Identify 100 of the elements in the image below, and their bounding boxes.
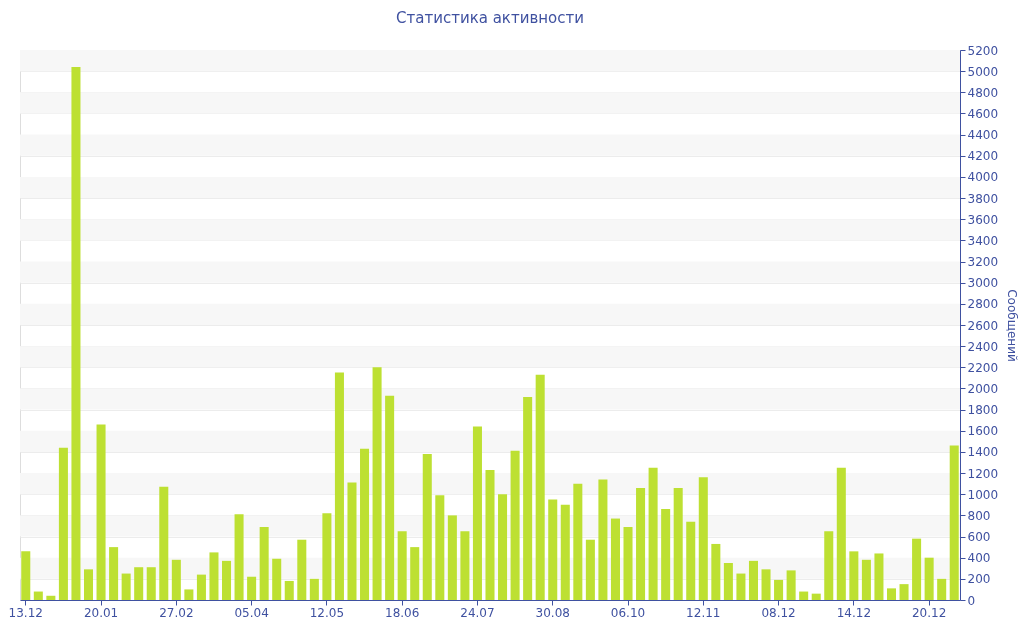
bar bbox=[171, 559, 181, 600]
bar bbox=[811, 593, 821, 600]
bar bbox=[573, 483, 583, 600]
bar bbox=[799, 591, 809, 600]
x-tick-label: 18.06 bbox=[384, 605, 420, 620]
bar bbox=[648, 467, 658, 600]
y-tick-label: 4000 bbox=[967, 170, 999, 185]
bar bbox=[347, 482, 357, 600]
bar bbox=[661, 509, 671, 600]
bar bbox=[886, 588, 897, 600]
bar bbox=[397, 531, 407, 600]
bar bbox=[33, 591, 43, 600]
bar bbox=[623, 527, 633, 600]
bar bbox=[472, 426, 482, 600]
x-tick-label: 05.04 bbox=[234, 605, 269, 620]
y-tick-label: 2400 bbox=[967, 339, 999, 354]
y-tick-label: 800 bbox=[967, 508, 991, 523]
y-tick-label: 4400 bbox=[967, 128, 999, 143]
y-tick-label: 3200 bbox=[967, 255, 999, 270]
bar bbox=[209, 552, 219, 600]
bar bbox=[924, 557, 934, 600]
bar bbox=[598, 479, 608, 600]
y-tick-label: 1400 bbox=[967, 445, 999, 460]
bar bbox=[636, 487, 646, 600]
y-tick-label: 2800 bbox=[967, 297, 999, 312]
bar bbox=[134, 567, 144, 600]
bar bbox=[96, 424, 106, 600]
bar bbox=[146, 567, 156, 600]
bar bbox=[247, 576, 257, 600]
bar bbox=[109, 547, 119, 600]
y-tick-label: 2200 bbox=[967, 360, 999, 375]
x-tick-label: 20.01 bbox=[83, 605, 119, 620]
bar bbox=[447, 515, 457, 600]
bar bbox=[58, 447, 68, 600]
bar bbox=[698, 477, 708, 600]
bar bbox=[372, 367, 382, 600]
bar bbox=[83, 569, 94, 600]
bar bbox=[222, 560, 232, 600]
bar bbox=[159, 486, 169, 600]
chart-title: Статистика активности bbox=[396, 9, 584, 27]
bar bbox=[309, 578, 319, 600]
bar bbox=[761, 569, 771, 600]
bar bbox=[485, 469, 495, 600]
bar bbox=[460, 531, 470, 600]
bar bbox=[410, 547, 420, 600]
bar bbox=[46, 595, 56, 600]
y-tick-label: 1200 bbox=[967, 466, 999, 481]
bar bbox=[121, 573, 131, 600]
bar bbox=[334, 372, 344, 600]
y-tick-label: 4600 bbox=[967, 106, 999, 121]
y-tick-label: 3000 bbox=[967, 276, 999, 291]
bar bbox=[711, 543, 721, 600]
bar bbox=[899, 584, 909, 600]
bar bbox=[548, 499, 558, 600]
x-tick-label: 06.10 bbox=[610, 605, 646, 620]
y-tick-label: 3600 bbox=[967, 212, 999, 227]
bar bbox=[322, 513, 332, 600]
bar bbox=[774, 579, 784, 600]
x-tick-label: 27.02 bbox=[159, 605, 194, 620]
bar bbox=[360, 448, 370, 600]
y-tick-label: 200 bbox=[967, 572, 991, 587]
x-tick-label: 12.11 bbox=[686, 605, 721, 620]
bar bbox=[585, 539, 595, 600]
bar bbox=[686, 521, 696, 600]
x-tick-label: 24.07 bbox=[460, 605, 495, 620]
y-tick-label: 5000 bbox=[967, 64, 999, 79]
bar bbox=[422, 454, 432, 600]
y-tick-label: 2000 bbox=[967, 381, 999, 396]
bar bbox=[234, 514, 244, 600]
bar bbox=[836, 467, 846, 600]
y-tick-label: 1800 bbox=[967, 403, 999, 418]
bar bbox=[21, 551, 31, 600]
y-tick-label: 600 bbox=[967, 530, 991, 545]
x-tick-label: 08.12 bbox=[761, 605, 796, 620]
bar bbox=[259, 527, 269, 600]
bar bbox=[535, 374, 545, 600]
bar bbox=[949, 445, 959, 600]
x-tick-label: 20.12 bbox=[911, 605, 947, 620]
y-tick-label: 1600 bbox=[967, 424, 999, 439]
bar bbox=[385, 395, 395, 600]
x-tick-label: 30.08 bbox=[535, 605, 570, 620]
bar bbox=[184, 589, 194, 600]
x-tick-label: 12.05 bbox=[309, 605, 345, 620]
bar bbox=[71, 66, 81, 600]
bar bbox=[510, 450, 520, 600]
bar bbox=[272, 558, 282, 600]
y-tick-label: 4800 bbox=[967, 85, 999, 100]
bar bbox=[196, 574, 206, 600]
bar bbox=[736, 573, 746, 600]
y-tick-label: 4200 bbox=[967, 149, 999, 164]
x-tick-label: 13.12 bbox=[8, 605, 43, 620]
x-tick-label: 14.12 bbox=[836, 605, 872, 620]
y-tick-label: 2600 bbox=[967, 318, 999, 333]
bar bbox=[560, 504, 570, 600]
bar bbox=[523, 396, 533, 600]
y-tick-label: 1000 bbox=[967, 487, 999, 502]
bar bbox=[284, 580, 294, 600]
bar bbox=[937, 578, 947, 600]
y-tick-label: 3400 bbox=[967, 233, 999, 248]
bar bbox=[824, 531, 834, 600]
